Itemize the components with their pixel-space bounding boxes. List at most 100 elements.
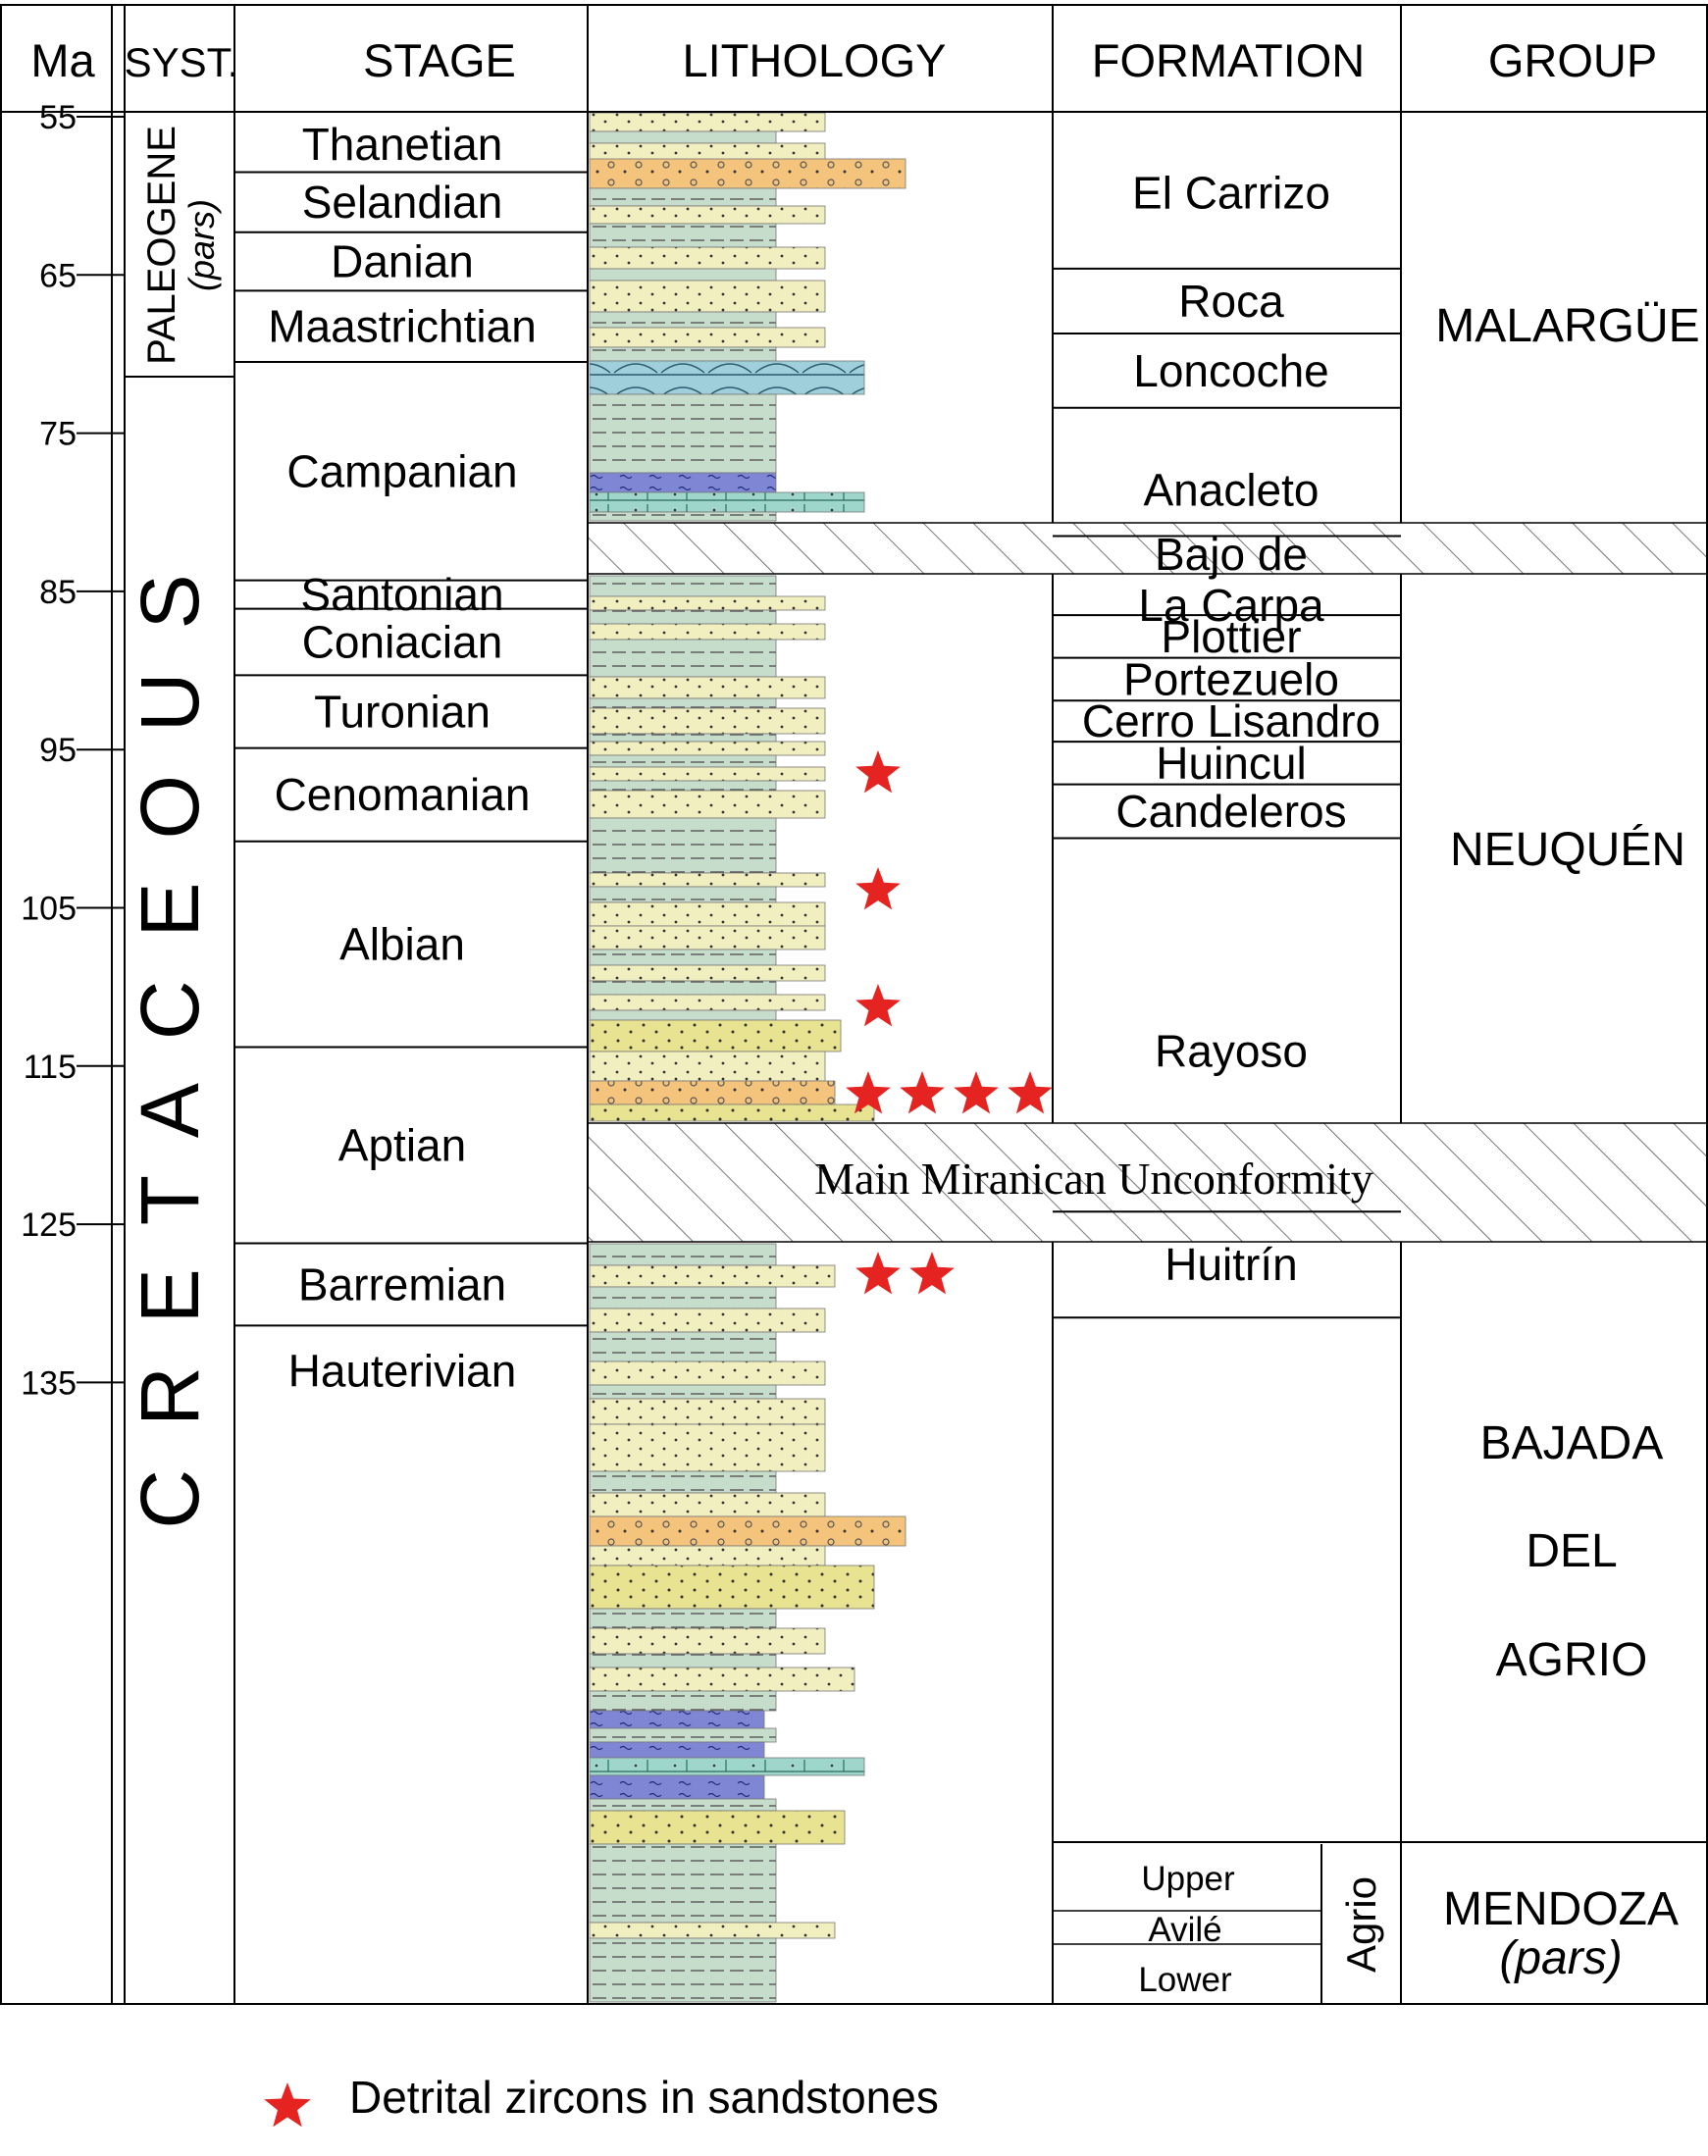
- zircon-star-icon: [855, 1252, 901, 1295]
- header-lithology: LITHOLOGY: [682, 34, 946, 86]
- stage-selandian: Selandian: [302, 177, 503, 228]
- lithology-bed: [589, 327, 826, 348]
- agrio-member-avile: Avilé: [1148, 1911, 1221, 1949]
- lithology-bed: [589, 901, 826, 927]
- lithology-bed: [589, 733, 777, 743]
- lithology-bed: [589, 925, 826, 950]
- lithology-column: [589, 112, 906, 2003]
- zircon-star-icon: [909, 1252, 955, 1295]
- group-bajada-line-2: DEL: [1526, 1525, 1617, 1577]
- zircon-star-icon: [855, 984, 901, 1027]
- lithology-bed: [589, 1922, 836, 1939]
- stage-barremian: Barremian: [298, 1258, 506, 1309]
- lithology-bed: [589, 187, 777, 207]
- lithology-bed: [589, 1384, 777, 1400]
- stage-campanian: Campanian: [286, 445, 517, 496]
- lithology-bed: [589, 1308, 826, 1333]
- lithology-bed: [589, 595, 826, 611]
- age-tick-label: 55: [39, 99, 77, 136]
- age-tick-label: 135: [21, 1364, 77, 1402]
- lithology-bed: [589, 360, 865, 395]
- lithology-bed: [589, 676, 826, 699]
- lithology-bed: [589, 817, 777, 874]
- lithology-bed: [589, 886, 777, 903]
- paleogene-note: (pars): [181, 199, 222, 291]
- age-tick-label: 75: [39, 416, 77, 453]
- system-paleogene: PALEOGENE (pars): [140, 126, 222, 365]
- group-mendoza-note: (pars): [1499, 1932, 1622, 1984]
- legend: Detrital zircons in sandstones: [264, 2072, 939, 2128]
- lithology-bed: [589, 949, 777, 966]
- formation-loncoche: Loncoche: [1133, 345, 1329, 396]
- lithology-bed: [589, 205, 826, 225]
- lithology-bed: [589, 268, 777, 282]
- group-bajada-line-3: AGRIO: [1496, 1634, 1648, 1686]
- lithology-bed: [589, 1019, 842, 1052]
- legend-label: Detrital zircons in sandstones: [349, 2072, 939, 2123]
- lithology-bed: [589, 1264, 836, 1288]
- lithology-bed: [589, 1492, 826, 1517]
- group-mendoza: MENDOZA: [1443, 1883, 1679, 1935]
- lithology-bed: [589, 1470, 777, 1494]
- group-neuquen: NEUQUÉN: [1450, 824, 1685, 876]
- lithology-bed: [589, 754, 777, 768]
- lithology-bed: [589, 639, 777, 678]
- zircon-star-icon: [855, 867, 901, 910]
- formation-huincul: Huincul: [1156, 738, 1306, 789]
- stage-aptian: Aptian: [338, 1119, 466, 1170]
- legend-star-icon: [264, 2082, 311, 2128]
- header-ma: Ma: [30, 34, 95, 86]
- age-tick-label: 85: [39, 574, 77, 611]
- formation-huitrin: Huitrín: [1165, 1239, 1297, 1290]
- lithology-bed: [589, 472, 777, 493]
- age-tick-label: 65: [39, 257, 77, 294]
- zircon-markers: [846, 750, 1053, 1295]
- agrio-formation: Upper Avilé Lower Agrio: [1053, 1841, 1401, 1999]
- paleogene-label: PALEOGENE: [140, 126, 183, 365]
- stage-coniacian: Coniacian: [302, 617, 503, 668]
- lithology-bed: [589, 130, 777, 144]
- header-group: GROUP: [1488, 34, 1657, 86]
- lithology-bed: [589, 1608, 777, 1629]
- system-cretaceous: CRETACEOUS: [124, 531, 216, 1528]
- agrio-member-lower: Lower: [1138, 1961, 1232, 1999]
- lithology-bed: [589, 872, 826, 888]
- lithology-bed: [589, 980, 777, 996]
- header-stage: STAGE: [363, 34, 516, 86]
- lithology-bed: [589, 707, 826, 735]
- stage-thanetian: Thanetian: [302, 119, 503, 170]
- age-tick-label: 115: [24, 1049, 77, 1086]
- main-unconformity-band: [587, 1122, 1708, 1243]
- lithology-bed: [589, 1398, 826, 1425]
- formation-rayoso: Rayoso: [1155, 1025, 1308, 1076]
- lithology-bed: [589, 1757, 865, 1776]
- lithology-bed: [589, 1627, 826, 1655]
- lithology-bed: [589, 623, 826, 641]
- agrio-label: Agrio: [1338, 1876, 1384, 1973]
- lithology-bed: [589, 1565, 875, 1610]
- age-tick-label: 105: [21, 891, 77, 928]
- zircon-star-icon: [1008, 1071, 1053, 1114]
- lithology-bed: [589, 311, 777, 329]
- agrio-member-upper: Upper: [1141, 1860, 1235, 1898]
- stage-danian: Danian: [331, 236, 474, 287]
- lithology-bed: [589, 790, 826, 819]
- lithology-bed: [589, 1104, 875, 1122]
- zircon-star-icon: [954, 1071, 999, 1114]
- lithology-bed: [589, 1286, 777, 1309]
- formation-bajo-de-la-carpa-line-2: La Carpa: [1138, 580, 1324, 631]
- formation-plottier: Plottier: [1161, 611, 1301, 662]
- group-column: MALARGÜE NEUQUÉN BAJADA DEL AGRIO MENDOZ…: [1401, 300, 1707, 1984]
- group-bajada-line-1: BAJADA: [1480, 1417, 1664, 1469]
- formation-anacleto: Anacleto: [1143, 465, 1319, 516]
- lithology-bed: [589, 346, 777, 362]
- formation-el-carrizo: El Carrizo: [1132, 167, 1330, 218]
- lithology-bed: [589, 1843, 777, 1924]
- lithology-bed: [589, 393, 777, 474]
- lithology-bed: [589, 1741, 765, 1759]
- formation-cerro-lisandro: Cerro Lisandro: [1082, 695, 1380, 746]
- lithology-bed: [589, 1667, 855, 1692]
- stage-santonian: Santonian: [300, 569, 503, 620]
- lithology-bed: [589, 1243, 777, 1266]
